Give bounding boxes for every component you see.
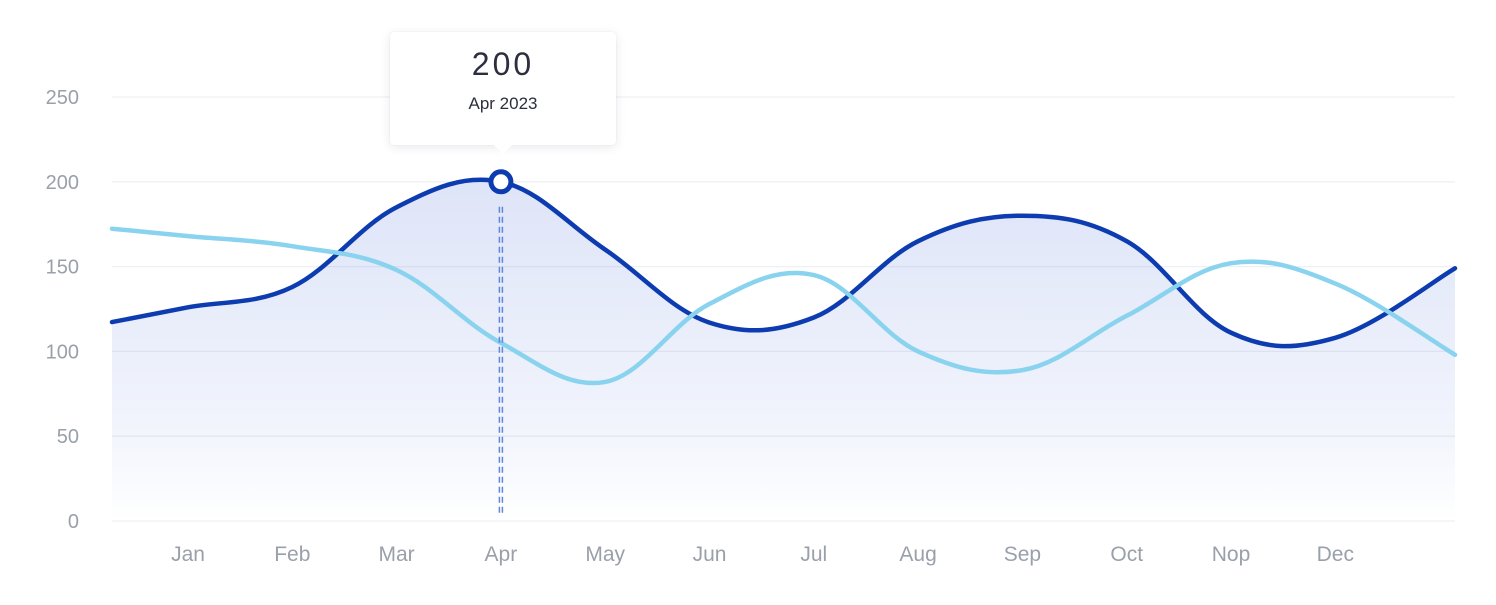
x-tick-label: Oct <box>1110 543 1143 566</box>
tooltip-label: Apr 2023 <box>468 94 538 113</box>
series-0-point[interactable] <box>387 197 407 217</box>
y-tick-label: 0 <box>68 511 79 533</box>
series-1-line <box>109 226 1458 386</box>
series-1-point[interactable] <box>908 341 928 361</box>
series-0-point[interactable] <box>178 297 198 317</box>
y-tick-label: 150 <box>46 257 79 279</box>
x-tick-label: Sep <box>1004 543 1041 566</box>
series-1-point[interactable] <box>804 265 824 285</box>
area-layer <box>112 179 1455 521</box>
series-1-point[interactable] <box>178 226 198 246</box>
x-tick-label: Apr <box>485 543 518 566</box>
x-tick-label: Feb <box>274 543 310 566</box>
x-tick-label: Mar <box>379 543 415 566</box>
series-1-point[interactable] <box>1325 274 1345 294</box>
x-tick-label: Nop <box>1212 543 1251 566</box>
y-tick-label: 50 <box>57 426 79 448</box>
series-1-point[interactable] <box>595 372 615 392</box>
series-0-point[interactable] <box>1117 231 1137 251</box>
tooltip-arrow <box>494 145 512 154</box>
series-0-point[interactable] <box>908 231 928 251</box>
y-tick-label: 200 <box>46 172 79 194</box>
y-tick-label: 250 <box>46 87 79 109</box>
series-1-point[interactable] <box>387 260 407 280</box>
x-axis: Jan Feb Mar Apr May Jun Jul Aug Sep Oct Nop Dec <box>171 543 1354 566</box>
series-1-point[interactable] <box>1117 306 1137 326</box>
series-0-point[interactable] <box>282 277 302 297</box>
series-0-area <box>112 179 1455 521</box>
series-0-point[interactable] <box>1221 323 1241 343</box>
series-1-point[interactable] <box>1012 360 1032 380</box>
y-axis: 0 50 100 150 200 250 <box>46 87 79 533</box>
highlighted-point[interactable] <box>488 169 514 195</box>
series-1-point[interactable] <box>282 236 302 256</box>
series-0-point[interactable] <box>1012 206 1032 226</box>
series-1-point[interactable] <box>700 294 720 314</box>
x-tick-label: Jun <box>693 543 727 566</box>
series-1-point[interactable] <box>1221 253 1241 273</box>
x-tick-label: May <box>585 543 625 566</box>
series-1-point[interactable] <box>491 333 511 353</box>
x-tick-label: Dec <box>1317 543 1354 566</box>
chart-tooltip: 200 Apr 2023 <box>390 32 616 154</box>
series-0-line <box>109 177 1458 349</box>
x-tick-label: Aug <box>899 543 936 566</box>
line-layer <box>109 177 1458 386</box>
x-tick-label: Jul <box>800 543 827 566</box>
tooltip-value: 200 <box>471 46 535 82</box>
series-0-point[interactable] <box>595 240 615 260</box>
y-tick-label: 100 <box>46 341 79 363</box>
series-0-point[interactable] <box>804 307 824 327</box>
series-0-point[interactable] <box>1325 328 1345 348</box>
marker-layer <box>178 169 1345 515</box>
x-tick-label: Jan <box>171 543 205 566</box>
series-0-point[interactable] <box>700 313 720 333</box>
